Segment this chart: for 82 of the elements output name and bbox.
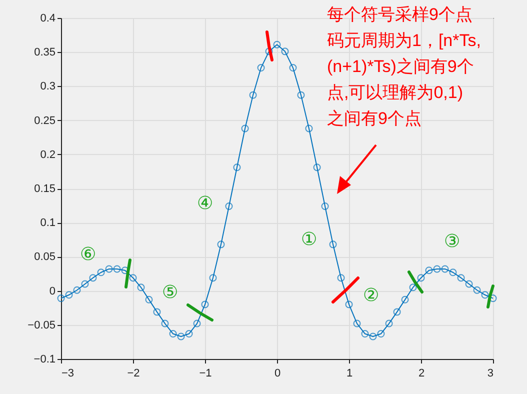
point [369,332,377,340]
point [329,240,337,248]
y-tick-label: 0 [49,285,56,298]
point [169,330,177,338]
point [433,265,441,273]
point [217,240,225,248]
annotation: 每个符号采样9个点 [327,5,472,24]
x-tick-label: −1 [199,368,212,380]
annotation: 点,可以理解为0,1) [327,83,464,102]
point [393,308,401,316]
point [481,291,489,299]
point [361,330,369,338]
point [201,300,209,308]
x-tick-label: 2 [418,368,425,380]
point [161,320,169,328]
point [473,286,481,294]
point [289,64,297,72]
x-tick-label: 1 [346,368,353,380]
annotation: 码元周期为1，[n*Ts, [327,31,481,50]
point [441,265,449,273]
annotation: (n+1)*Ts)之间有9个 [327,57,474,76]
point [65,291,73,299]
y-tick-label: 0.35 [34,46,56,59]
y-tick-label: −0.1 [34,354,56,366]
x-tick-label: 3 [487,368,494,380]
point [417,274,425,282]
point [337,274,345,282]
point [241,124,249,132]
point [89,274,97,282]
x-tick-label: −3 [62,368,74,380]
point [257,64,265,72]
x-tick-label: 0 [274,368,281,380]
point [425,266,433,274]
point [57,294,65,302]
y-tick-label: 0.1 [40,217,56,230]
point [401,296,409,304]
point [137,284,145,292]
point [353,320,361,328]
point [105,265,113,273]
point [321,202,329,210]
point [185,330,193,338]
point [153,308,161,316]
point [457,274,465,282]
point [97,268,105,276]
point [273,40,281,48]
point [297,91,305,99]
x-tick-label: −2 [127,368,140,380]
point [73,286,81,294]
y-tick-label: 0.2 [40,148,56,161]
annotation: ⑥ [80,244,96,264]
annotation: ③ [444,231,460,251]
point [281,48,289,56]
annotation: ④ [197,193,213,213]
point [209,274,217,282]
point [345,300,353,308]
point [225,202,233,210]
point [193,320,201,328]
y-tick-label: 0.05 [34,251,56,264]
point [385,320,393,328]
point [313,164,321,172]
point [265,48,273,56]
point [129,274,137,282]
point [113,265,121,273]
point [409,284,417,292]
annotation: ② [363,285,379,305]
point [145,296,153,304]
y-tick-label: 0.25 [34,114,56,127]
point [449,268,457,276]
y-tick-label: 0.15 [34,183,56,195]
point [305,124,313,132]
point [81,280,89,288]
y-tick-label: −0.05 [28,319,56,332]
point [233,164,241,172]
point [377,330,385,338]
y-tick-label: 0.4 [40,12,56,24]
y-tick-label: 0.3 [40,80,56,93]
annotation: ① [301,229,317,249]
point [177,332,185,340]
point [465,280,473,288]
point [249,91,257,99]
annotation: ⑤ [162,282,178,302]
annotation: 之间有9个点 [327,109,422,128]
